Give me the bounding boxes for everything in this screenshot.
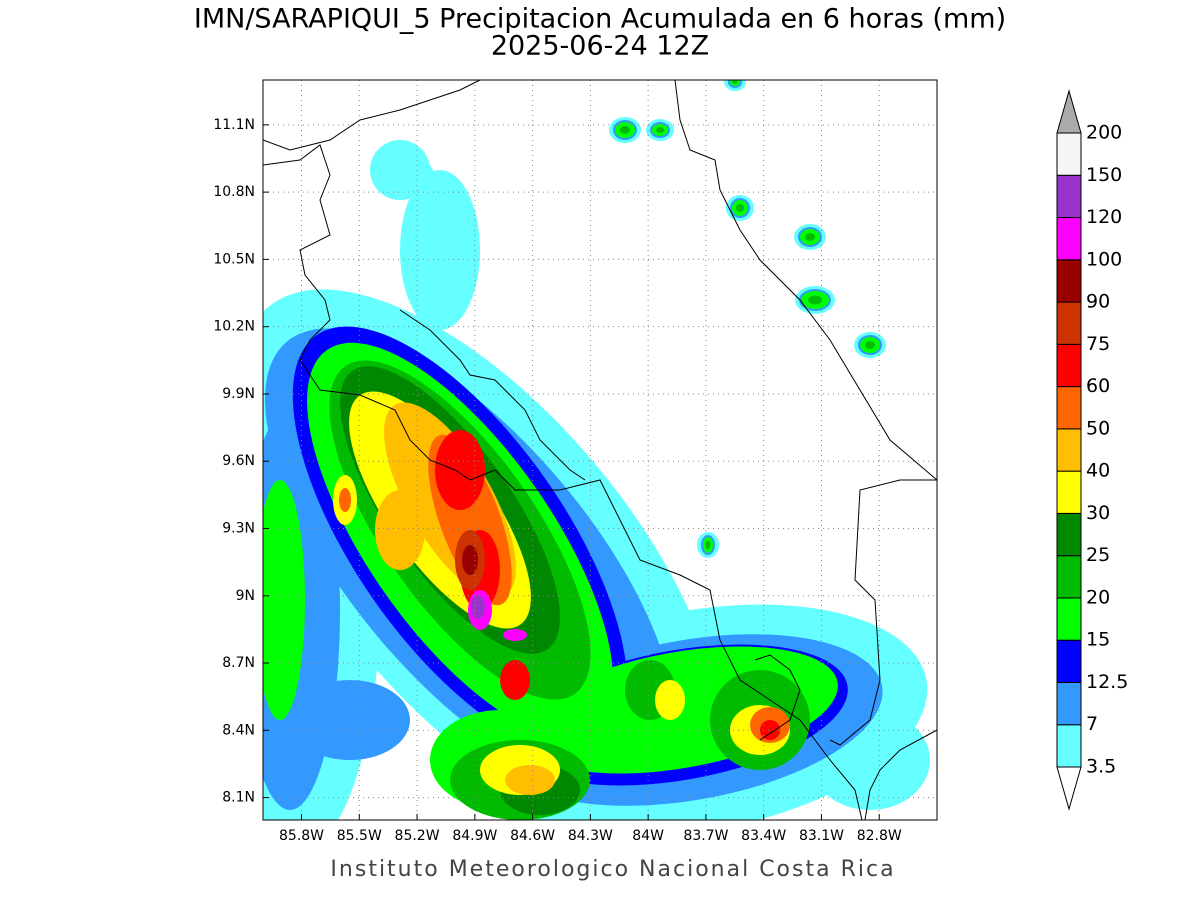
y-tick-label: 8.4N bbox=[222, 722, 255, 738]
colorbar-box bbox=[1056, 174, 1082, 219]
colorbar-label: 12.5 bbox=[1086, 671, 1128, 693]
colorbar-box bbox=[1056, 217, 1082, 261]
coastline bbox=[754, 654, 801, 741]
coastlines bbox=[263, 80, 937, 820]
colorbar-under bbox=[1056, 766, 1082, 811]
colorbar-label: 25 bbox=[1086, 544, 1110, 566]
colorbar-label: 7 bbox=[1086, 713, 1098, 735]
colorbar-label: 100 bbox=[1086, 248, 1122, 270]
precip-cell bbox=[263, 480, 305, 720]
x-tick-label: 83.7W bbox=[683, 828, 728, 844]
precip-cell bbox=[400, 170, 480, 330]
colorbar-box bbox=[1056, 681, 1082, 726]
precip-cell bbox=[435, 430, 485, 510]
y-tick-label: 9.3N bbox=[222, 520, 255, 536]
colorbar-label: 3.5 bbox=[1086, 756, 1116, 778]
y-tick-label: 10.2N bbox=[213, 319, 255, 335]
y-tick-label: 9.6N bbox=[222, 453, 255, 469]
colorbar-label: 150 bbox=[1086, 164, 1122, 186]
x-tick-label: 84.6W bbox=[510, 828, 555, 844]
precip-cell bbox=[732, 80, 738, 84]
x-tick-label: 85.5W bbox=[337, 828, 382, 844]
colorbar-label: 120 bbox=[1086, 206, 1122, 228]
x-tick-label: 85.2W bbox=[395, 828, 440, 844]
colorbar-label: 60 bbox=[1086, 375, 1110, 397]
colorbar-box bbox=[1056, 470, 1082, 514]
precip-field bbox=[263, 80, 930, 820]
colorbar bbox=[1056, 89, 1082, 811]
precip-cell bbox=[656, 127, 664, 133]
y-tick-label: 10.8N bbox=[213, 184, 255, 200]
colorbar-box bbox=[1056, 724, 1082, 768]
coastline bbox=[674, 80, 937, 481]
coastline bbox=[263, 80, 481, 151]
colorbar-label: 75 bbox=[1086, 333, 1110, 355]
precip-cell bbox=[620, 126, 630, 134]
colorbar-box bbox=[1056, 259, 1082, 303]
coastline bbox=[399, 309, 586, 481]
colorbar-label: 200 bbox=[1086, 122, 1122, 144]
x-tick-label: 84W bbox=[632, 828, 664, 844]
colorbar-box bbox=[1056, 555, 1082, 599]
subtitle: 2025-06-24 12Z bbox=[491, 31, 709, 62]
colorbar-box bbox=[1056, 386, 1082, 430]
colorbar-label: 50 bbox=[1086, 417, 1110, 439]
y-tick-label: 10.5N bbox=[213, 251, 255, 267]
y-tick-label: 9.9N bbox=[222, 386, 255, 402]
grid bbox=[263, 80, 937, 820]
title: IMN/SARAPIQUI_5 Precipitacion Acumulada … bbox=[194, 4, 1006, 35]
precip-cell bbox=[505, 765, 555, 795]
colorbar-label: 40 bbox=[1086, 460, 1110, 482]
precip-cell bbox=[405, 160, 435, 200]
colorbar-box bbox=[1056, 301, 1082, 345]
y-tick-label: 8.1N bbox=[222, 790, 255, 806]
precip-cell bbox=[500, 660, 530, 700]
y-tick-label: 9N bbox=[236, 588, 255, 604]
colorbar-over bbox=[1056, 89, 1082, 134]
precip-cell bbox=[805, 233, 815, 241]
coastline bbox=[864, 729, 937, 820]
colorbar-box bbox=[1056, 597, 1082, 641]
y-tick-label: 8.7N bbox=[222, 655, 255, 671]
precip-cell bbox=[339, 488, 351, 512]
precip-cell bbox=[655, 680, 685, 720]
precip-cell bbox=[462, 545, 478, 575]
colorbar-box bbox=[1056, 428, 1082, 472]
precip-cell bbox=[290, 680, 410, 760]
colorbar-box bbox=[1056, 639, 1082, 683]
precip-cell bbox=[760, 720, 780, 740]
precip-cell bbox=[808, 295, 822, 305]
y-tick-label: 11.1N bbox=[213, 117, 255, 133]
colorbar-label: 30 bbox=[1086, 502, 1110, 524]
plot-frame bbox=[262, 79, 938, 821]
colorbar-box bbox=[1056, 132, 1082, 176]
colorbar-box bbox=[1056, 343, 1082, 388]
precip-cell bbox=[705, 541, 711, 549]
x-tick-label: 83.4W bbox=[741, 828, 786, 844]
coastline bbox=[829, 479, 937, 746]
x-tick-label: 83.1W bbox=[799, 828, 844, 844]
colorbar-label: 90 bbox=[1086, 291, 1110, 313]
x-tick-label: 85.8W bbox=[279, 828, 324, 844]
precip-cell bbox=[375, 490, 425, 570]
footer: Instituto Meteorologico Nacional Costa R… bbox=[330, 857, 895, 882]
colorbar-box bbox=[1056, 512, 1082, 557]
x-tick-label: 84.3W bbox=[568, 828, 613, 844]
x-tick-label: 84.9W bbox=[452, 828, 497, 844]
precip-cell bbox=[471, 595, 485, 619]
precip-cell bbox=[503, 629, 527, 641]
colorbar-label: 15 bbox=[1086, 629, 1110, 651]
coastline bbox=[263, 144, 863, 820]
colorbar-label: 20 bbox=[1086, 586, 1110, 608]
x-tick-label: 82.8W bbox=[857, 828, 902, 844]
precip-cell bbox=[865, 341, 875, 349]
precip-cell bbox=[736, 204, 744, 212]
